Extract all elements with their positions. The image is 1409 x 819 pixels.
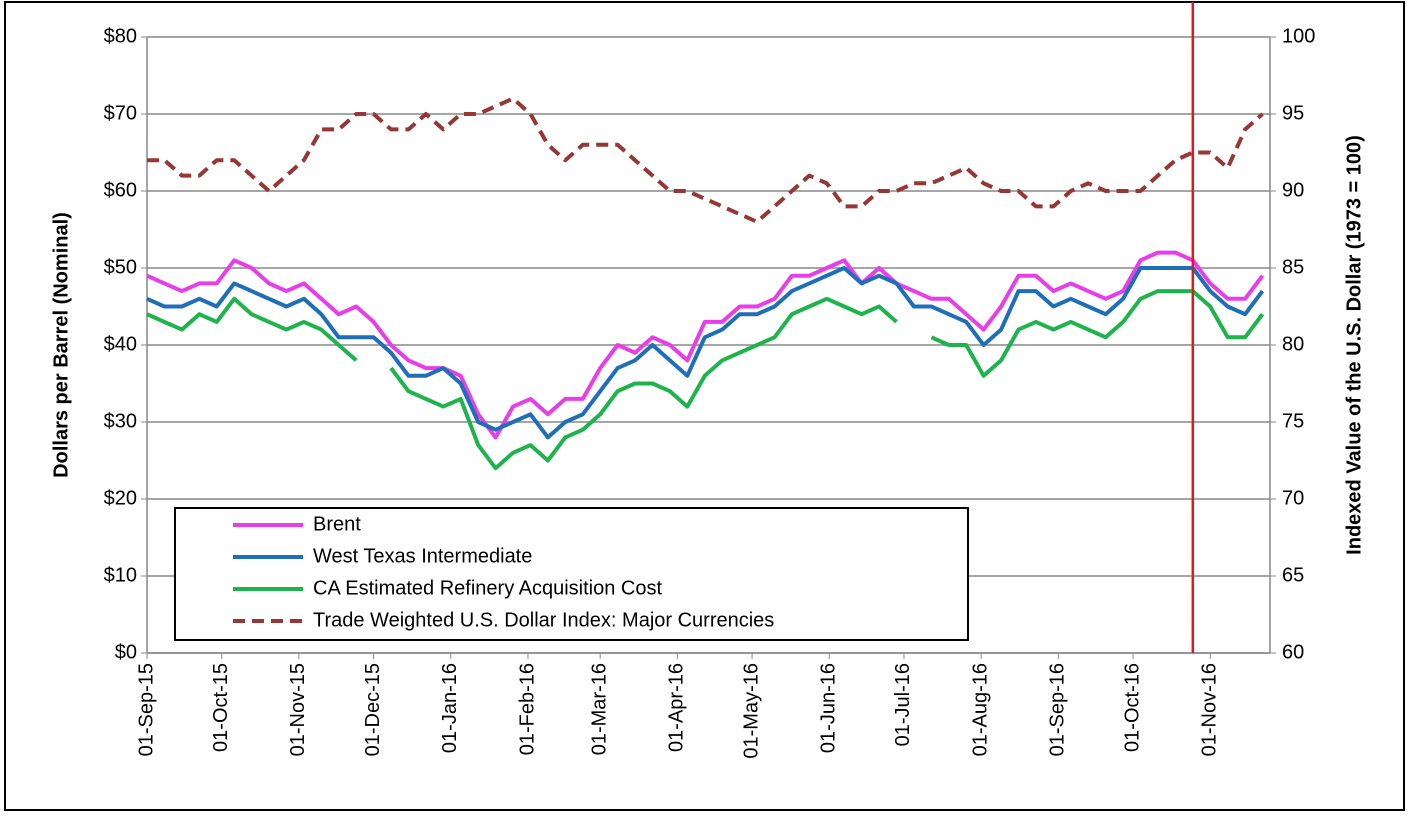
- y-tick-label: $30: [104, 410, 137, 432]
- y2-tick-label: 70: [1282, 487, 1304, 509]
- series-line: [146, 289, 1265, 471]
- x-tick-label: 01-Nov-15: [287, 663, 309, 756]
- y-tick-label: $0: [115, 641, 137, 663]
- y-tick-label: $80: [104, 25, 137, 47]
- series-line: [146, 250, 1265, 440]
- y-tick-label: $20: [104, 487, 137, 509]
- y2-tick-label: 100: [1282, 25, 1315, 47]
- y2-tick-label: 65: [1282, 564, 1304, 586]
- y2-tick-label: 75: [1282, 410, 1304, 432]
- legend-label: CA Estimated Refinery Acquisition Cost: [313, 577, 662, 599]
- y2-tick-label: 80: [1282, 333, 1304, 355]
- x-tick-label: 01-Apr-16: [666, 663, 688, 752]
- series-line: [146, 266, 1265, 440]
- y2-tick-label: 90: [1282, 179, 1304, 201]
- legend-label: West Texas Intermediate: [313, 545, 532, 567]
- x-tick-label: 01-Mar-16: [588, 663, 610, 755]
- y-tick-label: $50: [104, 256, 137, 278]
- x-tick-label: 01-Jul-16: [892, 663, 914, 746]
- x-tick-label: 01-Jun-16: [818, 663, 840, 753]
- legend-box: [174, 507, 969, 641]
- y2-tick-label: 95: [1282, 102, 1304, 124]
- x-tick-label: 01-Feb-16: [516, 663, 538, 755]
- frame: [4, 1, 1405, 811]
- y-tick-label: $70: [104, 102, 137, 124]
- y2-tick-label: 85: [1282, 256, 1304, 278]
- x-tick-label: 01-Sep-15: [135, 663, 157, 756]
- x-tick-label: 01-Oct-16: [1121, 663, 1143, 752]
- y-axis-label: Dollars per Barrel (Nominal): [50, 212, 72, 478]
- x-tick-label: 01-Oct-15: [210, 663, 232, 752]
- x-tick-label: 01-Aug-16: [969, 663, 991, 756]
- series-line: [147, 96, 1264, 224]
- y-tick-label: $60: [104, 179, 137, 201]
- y2-tick-label: 60: [1282, 641, 1304, 663]
- x-tick-label: 01-Nov-16: [1199, 663, 1221, 756]
- x-tick-label: 01-Dec-15: [362, 663, 384, 756]
- y2-axis-label: Indexed Value of the U.S. Dollar (1973 =…: [1343, 135, 1365, 555]
- y-tick-label: $40: [104, 333, 137, 355]
- x-tick-label: 01-Jan-16: [439, 663, 461, 753]
- y-tick-label: $10: [104, 564, 137, 586]
- legend-label: Trade Weighted U.S. Dollar Index: Major …: [313, 609, 774, 631]
- x-tick-label: 01-May-16: [740, 663, 762, 759]
- legend-label: Brent: [313, 513, 361, 535]
- x-tick-label: 01-Sep-16: [1047, 663, 1069, 756]
